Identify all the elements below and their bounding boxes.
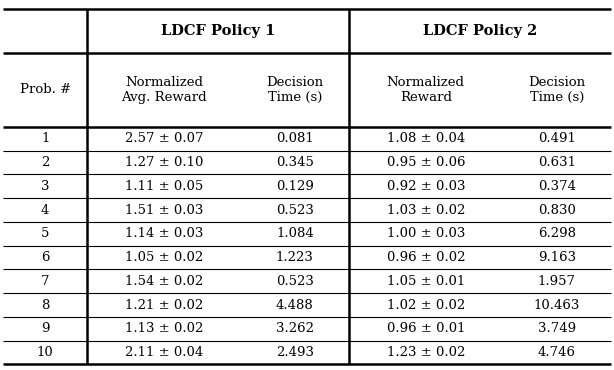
Text: 9: 9 <box>41 322 49 335</box>
Text: 7: 7 <box>41 275 49 288</box>
Text: 0.631: 0.631 <box>538 156 576 169</box>
Text: 1.51 ± 0.03: 1.51 ± 0.03 <box>125 204 203 216</box>
Text: 4: 4 <box>41 204 49 216</box>
Text: 3.262: 3.262 <box>276 322 314 335</box>
Text: 1.00 ± 0.03: 1.00 ± 0.03 <box>387 227 465 240</box>
Text: 0.95 ± 0.06: 0.95 ± 0.06 <box>387 156 465 169</box>
Text: 1.21 ± 0.02: 1.21 ± 0.02 <box>125 299 203 312</box>
Text: 10.463: 10.463 <box>534 299 580 312</box>
Text: Decision
Time (s): Decision Time (s) <box>266 76 324 104</box>
Text: 1.08 ± 0.04: 1.08 ± 0.04 <box>387 132 465 145</box>
Text: 1.02 ± 0.02: 1.02 ± 0.02 <box>387 299 465 312</box>
Text: 1.14 ± 0.03: 1.14 ± 0.03 <box>125 227 203 240</box>
Text: 1.957: 1.957 <box>538 275 576 288</box>
Text: 1.54 ± 0.02: 1.54 ± 0.02 <box>125 275 203 288</box>
Text: 2: 2 <box>41 156 49 169</box>
Text: 1.05 ± 0.01: 1.05 ± 0.01 <box>387 275 465 288</box>
Text: 1.03 ± 0.02: 1.03 ± 0.02 <box>387 204 465 216</box>
Text: 10: 10 <box>37 346 53 359</box>
Text: 5: 5 <box>41 227 49 240</box>
Text: 1.13 ± 0.02: 1.13 ± 0.02 <box>125 322 203 335</box>
Text: 0.491: 0.491 <box>538 132 576 145</box>
Text: 0.523: 0.523 <box>276 204 314 216</box>
Text: 0.081: 0.081 <box>276 132 314 145</box>
Text: Normalized
Avg. Reward: Normalized Avg. Reward <box>121 76 207 104</box>
Text: 2.57 ± 0.07: 2.57 ± 0.07 <box>125 132 203 145</box>
Text: 1.23 ± 0.02: 1.23 ± 0.02 <box>387 346 465 359</box>
Text: 4.488: 4.488 <box>276 299 314 312</box>
Text: 0.96 ± 0.02: 0.96 ± 0.02 <box>387 251 465 264</box>
Text: LDCF Policy 2: LDCF Policy 2 <box>423 24 537 38</box>
Text: Normalized
Reward: Normalized Reward <box>387 76 465 104</box>
Text: 3.749: 3.749 <box>538 322 576 335</box>
Text: 1.223: 1.223 <box>276 251 314 264</box>
Text: Prob. #: Prob. # <box>20 83 71 97</box>
Text: 1.27 ± 0.10: 1.27 ± 0.10 <box>125 156 203 169</box>
Text: 0.523: 0.523 <box>276 275 314 288</box>
Text: 9.163: 9.163 <box>538 251 576 264</box>
Text: LDCF Policy 1: LDCF Policy 1 <box>161 24 275 38</box>
Text: 3: 3 <box>41 180 49 193</box>
Text: 1.11 ± 0.05: 1.11 ± 0.05 <box>125 180 203 193</box>
Text: 2.11 ± 0.04: 2.11 ± 0.04 <box>125 346 203 359</box>
Text: 1.084: 1.084 <box>276 227 314 240</box>
Text: 6: 6 <box>41 251 49 264</box>
Text: 0.830: 0.830 <box>538 204 576 216</box>
Text: 0.96 ± 0.01: 0.96 ± 0.01 <box>387 322 465 335</box>
Text: Decision
Time (s): Decision Time (s) <box>528 76 585 104</box>
Text: 1: 1 <box>41 132 49 145</box>
Text: 2.493: 2.493 <box>276 346 314 359</box>
Text: 6.298: 6.298 <box>538 227 576 240</box>
Text: 0.92 ± 0.03: 0.92 ± 0.03 <box>387 180 465 193</box>
Text: 0.345: 0.345 <box>276 156 314 169</box>
Text: 0.129: 0.129 <box>276 180 314 193</box>
Text: 4.746: 4.746 <box>538 346 576 359</box>
Text: 0.374: 0.374 <box>538 180 576 193</box>
Text: 1.05 ± 0.02: 1.05 ± 0.02 <box>125 251 203 264</box>
Text: 8: 8 <box>41 299 49 312</box>
